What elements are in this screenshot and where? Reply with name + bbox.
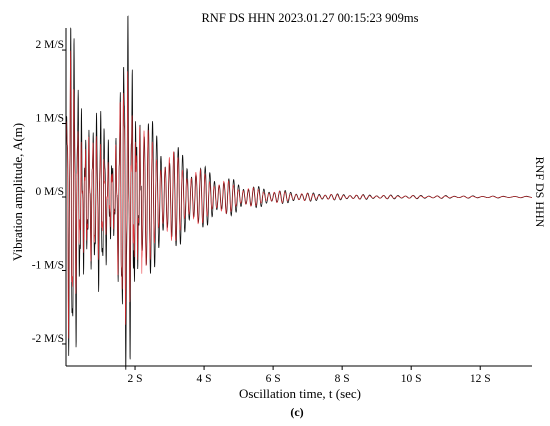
figure-caption: (c) [290,405,303,419]
y-tick-label: 2 M/S [36,39,64,51]
series-2-line [65,50,532,339]
x-tick-label: 8 S [335,373,350,385]
plot-area: 2 M/S 1 M/S 0 M/S -1 M/S -2 M/S 2 S 4 S 6 S 8 S 1… [32,15,533,385]
x-tick-label: 6 S [266,373,281,385]
series-layer [65,15,533,370]
x-tick-label: 4 S [197,373,212,385]
y-tick-label: -2 M/S [32,333,64,345]
y-tick-label: -1 M/S [32,259,64,271]
right-station-label: RNF DS HHN [533,157,547,228]
x-tick-label: 2 S [128,373,143,385]
y-tick-label: 1 M/S [36,113,64,125]
axis-layer: 2 M/S 1 M/S 0 M/S -1 M/S -2 M/S 2 S 4 S 6 S 8 S 1… [32,28,532,385]
y-tick-label: 0 M/S [36,186,64,198]
chart-title: RNF DS HHN 2023.01.27 00:15:23 909ms [201,11,418,25]
x-axis-label: Oscillation time, t (sec) [239,386,361,401]
y-axis-label: Vibration amplitude, A(m) [10,123,25,261]
x-tick-label: 12 S [470,373,491,385]
x-tick-label: 10 S [401,373,422,385]
